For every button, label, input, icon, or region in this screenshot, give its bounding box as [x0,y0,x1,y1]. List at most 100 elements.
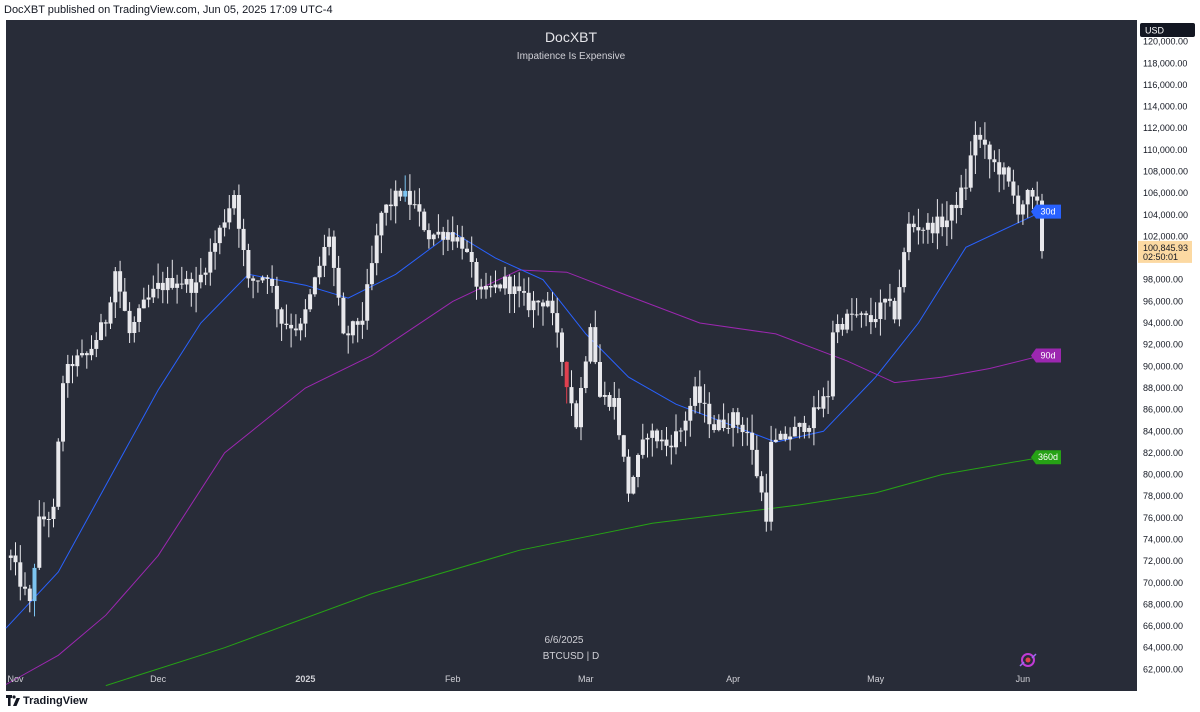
candle [498,283,503,292]
candle [940,203,945,237]
candle [541,299,545,326]
candle [398,188,403,201]
candle [721,403,726,432]
candle [122,278,127,312]
candle [331,230,336,287]
candle [997,149,1002,193]
y-tick-label: 78,000.00 [1143,491,1183,501]
candle [146,284,151,308]
candle [735,407,740,434]
candle [564,361,569,404]
candle [992,150,997,172]
y-tick-label: 92,000.00 [1143,340,1183,350]
candle [1011,169,1016,204]
candle [1006,166,1011,187]
candle [693,376,698,414]
candle [222,209,227,237]
candle [550,292,555,326]
y-tick-label: 96,000.00 [1143,296,1183,306]
candle [308,289,313,312]
candle [626,449,631,502]
candle [455,225,460,248]
candle [236,184,241,248]
candle [588,323,593,364]
candle [279,307,284,341]
candle [118,260,123,309]
candle [602,381,607,405]
x-tick-label: Feb [445,674,461,684]
candle [232,190,237,215]
candle [346,325,351,354]
candle [821,387,826,418]
candle [284,304,289,330]
candle [954,192,959,224]
candle [460,225,465,260]
y-tick-label: 80,000.00 [1143,470,1183,480]
chart-pane[interactable] [6,20,1137,691]
candle [198,258,203,289]
candle [788,427,793,451]
y-tick-label: 74,000.00 [1143,535,1183,545]
candle [707,392,712,439]
y-tick-label: 84,000.00 [1143,426,1183,436]
candle [783,426,788,442]
candle [417,188,422,227]
candle [978,127,983,148]
candle [878,289,883,336]
candle [479,278,484,299]
y-tick-label: 90,000.00 [1143,361,1183,371]
candle [959,174,964,215]
candle [503,266,507,295]
ma90-line [5,269,1043,685]
candle [374,223,379,276]
candle [450,216,455,251]
candle [712,415,717,433]
y-tick-label: 106,000.00 [1143,188,1188,198]
candle [298,318,303,341]
candle [327,228,332,256]
y-tick-label: 104,000.00 [1143,210,1188,220]
candle [607,392,612,411]
candle [388,188,393,221]
candle [465,240,469,253]
chart-svg: DocXBT Impatience Is Expensive 6/6/2025 … [5,23,1195,687]
candle [484,272,488,299]
candle [883,298,888,320]
candle [963,168,968,200]
candle [393,180,398,224]
candle [8,549,13,571]
candle [906,212,911,261]
candle [384,204,389,226]
candle [868,297,873,335]
candle [555,297,560,348]
candle [797,422,802,439]
candle [18,545,23,601]
candle [826,380,831,414]
candle [593,310,598,365]
candle [664,427,669,457]
candle [740,417,745,447]
y-tick-label: 88,000.00 [1143,383,1183,393]
candle [531,291,536,328]
candle [227,195,232,230]
candle [474,258,479,300]
candle [902,247,907,293]
candle [973,121,978,174]
candle [911,215,916,233]
candle [702,384,707,423]
candle [312,276,317,297]
candle [873,302,878,328]
y-tick-label: 86,000.00 [1143,405,1183,415]
candle [412,190,417,209]
price-axis[interactable] [1137,20,1200,691]
currency-badge[interactable]: USD [1140,23,1195,37]
y-tick-label: 82,000.00 [1143,448,1183,458]
y-tick-label: 112,000.00 [1143,123,1187,133]
symbol-label: BTCUSD | D [543,651,600,662]
candle [835,314,840,344]
ma-badge-90d: 90d [1031,348,1061,363]
candle [854,298,859,318]
candle [512,275,517,313]
candle [935,199,940,250]
candle [103,319,108,337]
